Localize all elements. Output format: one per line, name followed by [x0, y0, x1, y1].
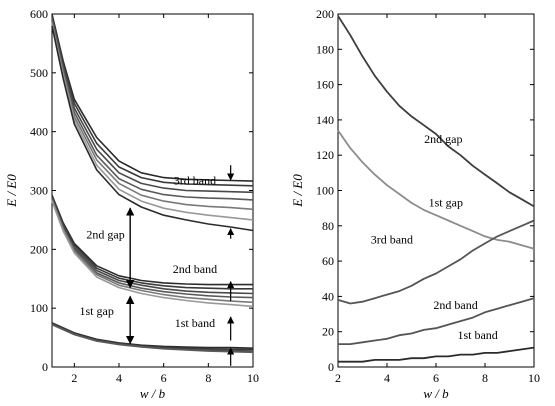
- left-y-axis-title: E / E0: [4, 174, 19, 208]
- right-x-tick-label: 8: [482, 371, 488, 385]
- right-x-tick-label: 10: [528, 371, 540, 385]
- right-y-tick-label: 120: [316, 148, 334, 162]
- left-band-1-series-line: [51, 17, 254, 194]
- left-x-tick-label: 4: [116, 371, 122, 385]
- left-annotation-label: 3rd band: [174, 174, 216, 188]
- left-x-axis-title: w / b: [140, 386, 166, 401]
- right-y-tick-label: 140: [316, 113, 334, 127]
- left-band-1-series-line: [51, 13, 254, 182]
- right-series-line-1: [337, 15, 535, 208]
- right-series-line-5: [338, 346, 535, 363]
- left-x-tick-label: 8: [205, 371, 211, 385]
- left-annotation-label: 2nd gap: [86, 228, 124, 242]
- left-band-2-series-line: [51, 194, 253, 286]
- right-plot-frame: [337, 13, 535, 368]
- left-x-tick-label: 2: [71, 371, 77, 385]
- left-band-1-series-line: [51, 25, 254, 232]
- right-y-tick-label: 60: [322, 254, 334, 268]
- right-y-tick-label: 80: [322, 219, 334, 233]
- right-x-tick-label: 4: [384, 371, 390, 385]
- left-band-2-series-line: [51, 197, 254, 295]
- right-annotation-label: 3rd band: [371, 232, 413, 246]
- left-y-tick-label: 400: [30, 125, 48, 139]
- left-y-tick-label: 0: [42, 360, 48, 374]
- right-y-tick-label: 180: [316, 42, 334, 56]
- left-band-2-series-line: [51, 198, 254, 299]
- right-annotation-label: 1st band: [457, 328, 497, 342]
- right-annotation-label: 2nd gap: [424, 132, 462, 146]
- right-x-tick-label: 2: [335, 371, 341, 385]
- left-chart-panel: 0 100 200 300 400 500 600 2 4 6 8 10 w / b E / E0 3rd …: [4, 7, 259, 401]
- left-band-3-series-line: [51, 323, 254, 354]
- left-x-tick-label: 10: [247, 371, 259, 385]
- left-band-2-series-line: [51, 196, 253, 290]
- right-y-tick-label: 160: [316, 78, 334, 92]
- right-series-line-3: [337, 219, 535, 305]
- left-y-tick-label: 300: [30, 184, 48, 198]
- right-y-tick-label: 40: [322, 289, 334, 303]
- right-y-tick-label: 100: [316, 184, 334, 198]
- right-chart-panel: 0 20 40 60 80 100 120 140 160 180 200 2 4 6 8 10 w / b E …: [290, 7, 540, 401]
- right-y-tick-label: 20: [322, 325, 334, 339]
- left-y-tick-label: 200: [30, 242, 48, 256]
- left-y-tick-label: 600: [30, 7, 48, 21]
- right-y-tick-label: 200: [316, 7, 334, 21]
- left-annotation-label: 1st gap: [79, 304, 113, 318]
- left-x-tick-label: 6: [161, 371, 167, 385]
- right-y-tick-label: 0: [328, 360, 334, 374]
- right-x-axis-title: w / b: [423, 386, 449, 401]
- left-band-1-series-line: [51, 15, 254, 187]
- left-y-tick-label: 500: [30, 66, 48, 80]
- left-band-1-series-line: [51, 19, 254, 201]
- left-annotation-label: 1st band: [175, 316, 215, 330]
- right-y-axis-title: E / E0: [290, 174, 305, 208]
- right-x-tick-label: 6: [433, 371, 439, 385]
- right-annotation-label: 1st gap: [429, 195, 463, 209]
- left-band-1-series-line: [51, 24, 254, 221]
- left-band-1-series-line: [51, 22, 254, 211]
- right-series-line-4: [338, 297, 535, 345]
- left-band-2-series-line: [51, 200, 254, 308]
- left-annotation-label: 2nd band: [173, 262, 217, 276]
- right-series-line-2: [337, 129, 535, 250]
- right-annotation-label: 2nd band: [433, 298, 477, 312]
- left-y-tick-label: 100: [30, 301, 48, 315]
- left-band-2-series-line: [51, 199, 254, 304]
